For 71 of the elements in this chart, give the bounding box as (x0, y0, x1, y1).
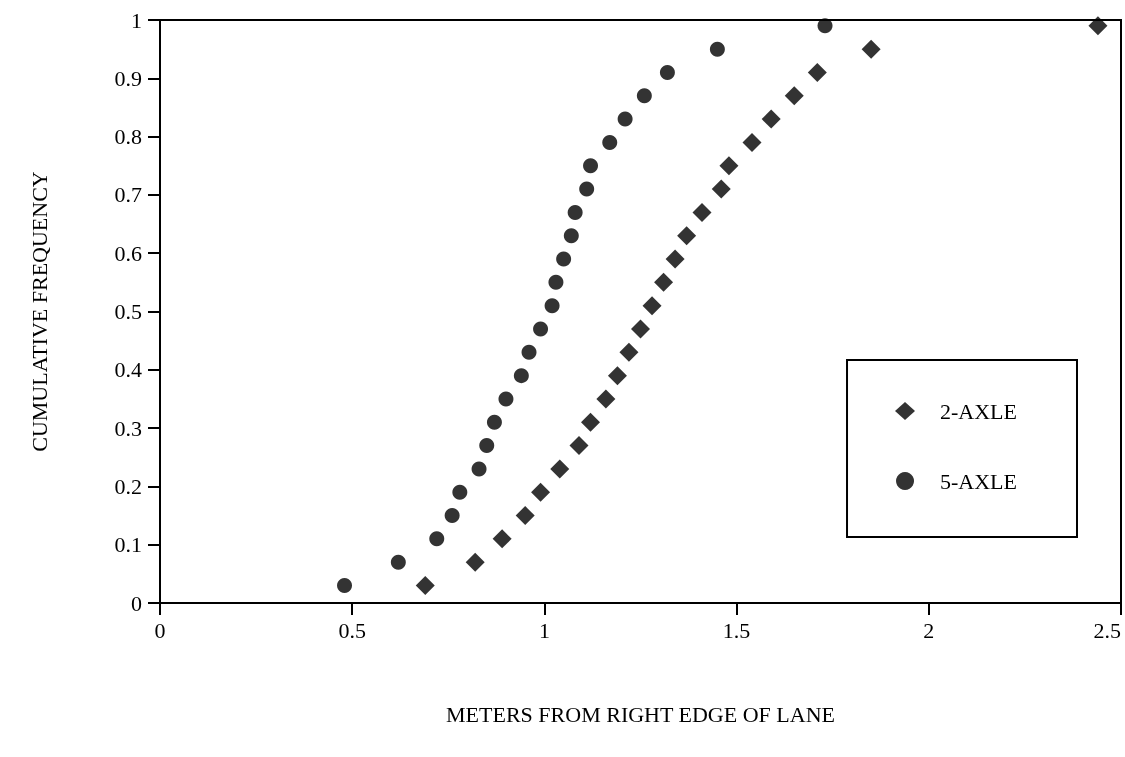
point (631, 319, 650, 339)
point (1088, 16, 1108, 36)
y-tick-label: 0.1 (114, 532, 142, 558)
y-tick-label: 1 (131, 7, 142, 33)
point (415, 576, 435, 596)
point (784, 86, 804, 106)
point (567, 204, 583, 220)
point (390, 554, 406, 570)
point (550, 459, 570, 479)
point (602, 134, 618, 150)
y-tick-label: 0.9 (114, 65, 142, 91)
y-axis-title: CUMULATIVE FREQUENCY (26, 171, 52, 452)
point (465, 552, 485, 572)
point (654, 272, 674, 292)
y-tick-label: 0.3 (114, 415, 142, 441)
point (492, 529, 512, 549)
point (636, 88, 652, 104)
x-axis-title: METERS FROM RIGHT EDGE OF LANE (446, 701, 835, 727)
point (513, 368, 529, 384)
y-tick-label: 0.8 (114, 124, 142, 150)
point (711, 179, 731, 199)
point (665, 249, 685, 269)
y-tick-label: 0.5 (114, 299, 142, 324)
point (581, 412, 601, 432)
point (452, 484, 468, 500)
point (861, 39, 881, 59)
point (742, 132, 762, 152)
point (692, 202, 712, 222)
y-tick-label: 0.4 (114, 357, 142, 383)
x-tick-label: 2 (923, 617, 935, 643)
point (709, 41, 725, 57)
x-tick-label: 1.5 (722, 617, 751, 643)
x-tick-label: 1 (538, 617, 550, 643)
point (548, 274, 564, 290)
point (642, 296, 662, 316)
point (583, 158, 599, 174)
point (569, 436, 589, 456)
point (563, 228, 579, 244)
legend-label: 5-AXLE (940, 468, 1018, 494)
point (619, 342, 639, 362)
x-tick-label: 0.5 (338, 617, 366, 643)
point (486, 414, 502, 430)
point (533, 321, 549, 337)
point (607, 366, 627, 386)
point (761, 109, 781, 129)
point (471, 461, 487, 477)
y-tick-label: 0.6 (114, 240, 142, 266)
point (617, 111, 633, 127)
x-tick-label: 2.5 (1093, 617, 1121, 643)
point (719, 156, 739, 176)
point (579, 181, 595, 197)
point (817, 18, 833, 34)
point (556, 251, 572, 267)
point (337, 578, 353, 594)
point (429, 531, 445, 547)
point (515, 506, 535, 526)
x-tick-label: 0 (154, 617, 166, 643)
point (659, 64, 675, 80)
point (807, 62, 827, 82)
point (531, 482, 551, 502)
y-tick-label: 0.7 (114, 182, 142, 208)
y-tick-label: 0 (131, 590, 142, 616)
point (521, 344, 537, 360)
point (498, 391, 514, 407)
point (677, 226, 697, 246)
point (479, 438, 495, 454)
y-tick-label: 0.2 (114, 473, 142, 499)
point (444, 508, 460, 524)
legend-label: 2-AXLE (940, 398, 1018, 424)
point (596, 389, 616, 409)
point (544, 298, 560, 314)
